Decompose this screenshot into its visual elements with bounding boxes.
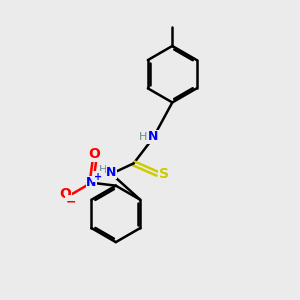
Text: −: −	[65, 196, 76, 209]
Text: S: S	[159, 167, 169, 181]
Text: H: H	[139, 132, 148, 142]
Text: H: H	[99, 165, 107, 175]
Text: O: O	[88, 147, 101, 161]
Text: O: O	[60, 187, 71, 201]
Text: N: N	[86, 176, 97, 189]
Text: +: +	[94, 172, 102, 182]
Text: N: N	[148, 130, 158, 143]
Text: N: N	[106, 166, 116, 179]
